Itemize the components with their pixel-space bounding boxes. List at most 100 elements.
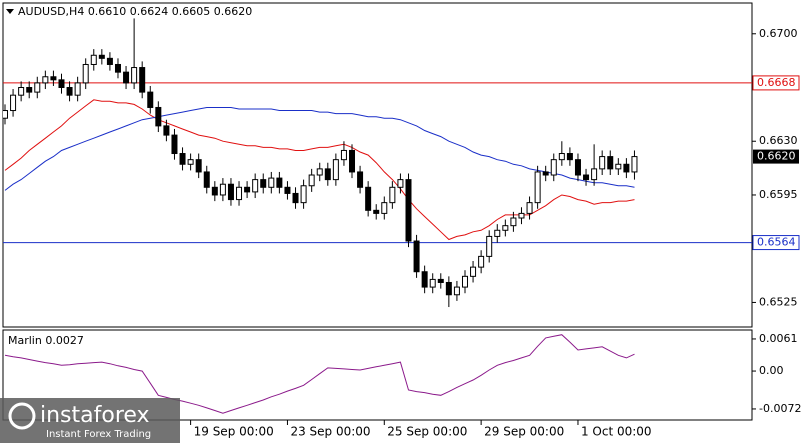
y-tick-label: 0.0061 (759, 332, 798, 345)
candle-body (413, 240, 420, 273)
candle-body (114, 63, 121, 73)
menu-arrow[interactable] (6, 9, 14, 14)
candle-body (227, 183, 234, 201)
candle-body (211, 186, 218, 196)
x-tick-label: 29 Sep 00:00 (484, 425, 564, 439)
candle-body (518, 212, 525, 219)
x-tick-label: 25 Sep 00:00 (387, 425, 467, 439)
candle-body (260, 179, 267, 188)
candle-body (534, 171, 541, 204)
candle-body (486, 235, 493, 257)
moving-average (4, 107, 635, 191)
candle-body (607, 156, 614, 170)
candle-body (357, 171, 364, 188)
y-tick-label: 0.6700 (759, 27, 798, 40)
candle-body (502, 225, 509, 231)
symbol-header: AUDUSD,H4 0.6610 0.6624 0.6605 0.6620 (18, 5, 252, 18)
candle-body (421, 271, 428, 288)
candle-body (599, 156, 606, 170)
candle-body (574, 159, 581, 176)
candle-body (550, 159, 557, 176)
candle-body (332, 159, 339, 181)
x-tick-label: 19 Sep 00:00 (194, 425, 274, 439)
candle-body (171, 134, 178, 155)
candle-body (244, 186, 251, 193)
candle-body (252, 179, 259, 193)
candle-body (566, 153, 573, 161)
candle-body (155, 106, 162, 127)
level-label-box (752, 75, 800, 91)
y-tick-label: 0.6595 (759, 188, 798, 201)
candle-body (268, 177, 275, 188)
y-tick-label: -0.0072 (759, 402, 801, 415)
candle-body (163, 125, 170, 136)
candle-body (461, 275, 468, 288)
watermark-logo (8, 402, 36, 430)
candle-body (316, 168, 323, 176)
candle-body (623, 163, 630, 173)
candle-body (453, 286, 460, 296)
axes: 0.6700 0.6630 0.6595 0.6525 0.6668 0.6564 0.66… (190, 27, 801, 439)
watermark: instaforex Instant Forex Trading (0, 398, 180, 443)
candle-body (526, 202, 533, 214)
level-label: 0.6668 (757, 76, 796, 89)
x-tick-label: 23 Sep 00:00 (290, 425, 370, 439)
level-label-box (752, 235, 800, 251)
candle-body (42, 76, 49, 84)
candle-body (373, 209, 380, 214)
candle-body (58, 79, 65, 89)
candle-body (583, 174, 590, 181)
candle-body (615, 163, 622, 170)
candle-body (478, 255, 485, 268)
candle-body (10, 94, 17, 112)
candle-body (3, 110, 8, 119)
candle-body (300, 185, 307, 204)
candle-body (558, 153, 565, 161)
candle-body (292, 192, 299, 204)
candle-body (276, 177, 283, 188)
candle-body (131, 67, 138, 84)
candle-body (123, 71, 130, 84)
candle-body (90, 54, 97, 65)
candle-body (82, 63, 89, 84)
y-tick-label: 0.6630 (759, 134, 798, 147)
y-tick-label: 0.6525 (759, 295, 798, 308)
candle-body (340, 149, 347, 161)
candle-body (139, 67, 146, 93)
candle-body (324, 168, 331, 181)
candle-body (74, 82, 81, 96)
main-panel (2, 2, 753, 328)
candle-body (445, 281, 452, 296)
candle-body (147, 91, 154, 108)
candle-body (405, 179, 412, 242)
candle-body (18, 87, 25, 96)
level-label: 0.6564 (757, 236, 796, 249)
candle-body (179, 153, 186, 165)
current-price-box (753, 149, 799, 164)
candle-body (437, 278, 444, 283)
candle-body (187, 159, 194, 165)
candle-body (284, 186, 291, 194)
indicator-plot (4, 334, 635, 414)
x-tick-label: 1 Oct 00:00 (581, 425, 652, 439)
candle-body (195, 159, 202, 173)
candle-body (470, 266, 477, 277)
current-price-label: 0.6620 (757, 150, 796, 163)
price-plot (3, 18, 752, 308)
candle-body (510, 217, 517, 227)
indicator-line (4, 334, 635, 414)
candle-body (389, 186, 396, 204)
candle-body (494, 229, 501, 237)
watermark-brand: instaforex (40, 403, 150, 428)
candle-body (349, 149, 356, 173)
candle-body (542, 171, 549, 176)
candle-body (308, 174, 315, 187)
candle-body (203, 171, 210, 188)
watermark-tagline: Instant Forex Trading (46, 429, 151, 440)
candle-body (236, 186, 243, 201)
indicator-title: Marlin 0.0027 (8, 334, 84, 347)
candle-body (381, 202, 388, 214)
candle-body (397, 179, 404, 188)
candle-body (98, 54, 105, 59)
